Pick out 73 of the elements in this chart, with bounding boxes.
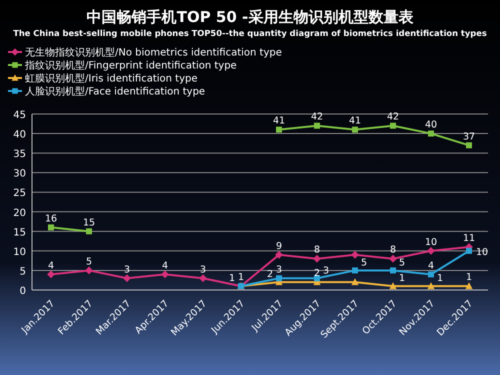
data-label: 42 <box>310 112 324 123</box>
point <box>123 274 131 282</box>
point <box>390 122 396 129</box>
data-label: 10 <box>424 236 438 248</box>
point <box>351 278 359 286</box>
data-label: 4 <box>48 260 54 272</box>
data-label: 42 <box>386 112 400 123</box>
data-label: 40 <box>424 120 438 131</box>
point <box>161 270 169 278</box>
chart-subtitle: The China best-selling mobile phones TOP50--the quantity diagram of biometrics identification types <box>13 28 487 38</box>
data-label: 41 <box>272 116 286 127</box>
data-label: 1 <box>228 273 235 284</box>
point <box>352 126 358 133</box>
y-tick-label: 15 <box>13 227 26 238</box>
y-tick-label: 40 <box>13 130 26 141</box>
point <box>466 248 472 254</box>
data-label: 41 <box>348 116 362 127</box>
y-tick-label: 0 <box>20 286 26 297</box>
data-label: 11 <box>462 232 476 244</box>
data-label: 2 <box>266 269 273 280</box>
point <box>390 267 396 274</box>
point <box>428 130 434 137</box>
data-label: 15 <box>82 217 96 228</box>
data-label: 1 <box>238 272 244 284</box>
point <box>427 282 435 290</box>
point <box>276 275 282 282</box>
data-label: 5 <box>361 257 368 268</box>
data-label: 3 <box>200 264 206 276</box>
data-label: 37 <box>462 131 476 142</box>
data-label: 4 <box>162 260 168 272</box>
data-label: 3 <box>276 264 282 276</box>
point <box>85 266 93 274</box>
y-tick-label: 35 <box>13 149 26 160</box>
data-label: 3 <box>124 264 130 276</box>
data-label: 1 <box>399 273 406 284</box>
point <box>86 228 92 234</box>
data-label: 4 <box>428 260 434 272</box>
legend-label: 指纹识别机型/Fingerprint identification type <box>24 60 237 72</box>
legend-label: 无生物指纹识别机型/No biometrics identification type <box>25 46 282 58</box>
point <box>351 250 359 259</box>
data-label: 16 <box>44 213 58 224</box>
y-tick-label: 5 <box>20 266 26 278</box>
data-label: 10 <box>476 246 488 258</box>
point <box>199 274 207 282</box>
point <box>466 142 472 148</box>
data-label: 9 <box>276 240 282 252</box>
data-label: 5 <box>86 256 92 268</box>
y-tick-label: 30 <box>13 168 26 180</box>
data-label: 3 <box>323 265 330 276</box>
y-tick-label: 45 <box>13 110 26 121</box>
point <box>275 250 283 259</box>
point <box>465 282 473 290</box>
data-label: 5 <box>399 257 406 268</box>
y-tick-label: 25 <box>13 188 26 200</box>
chart-title: 中国畅销手机TOP 50 -采用生物识别机型数量表 <box>86 8 414 26</box>
point <box>276 126 282 133</box>
point <box>389 282 397 290</box>
point <box>427 246 435 255</box>
point <box>48 224 54 230</box>
data-label: 8 <box>314 244 320 256</box>
point <box>314 122 320 129</box>
legend-label: 虹膜识别机型/Iris identification type <box>25 72 198 84</box>
point <box>389 254 397 263</box>
data-label: 8 <box>390 244 396 256</box>
legend-label: 人脸识别机型/Face identification type <box>25 86 206 98</box>
data-label: 1 <box>466 272 472 284</box>
point <box>428 271 434 278</box>
point <box>47 270 55 278</box>
y-tick-label: 10 <box>13 246 26 258</box>
point <box>313 254 321 263</box>
data-label: 1 <box>437 273 444 284</box>
y-tick-label: 20 <box>13 208 26 219</box>
point <box>352 267 358 274</box>
